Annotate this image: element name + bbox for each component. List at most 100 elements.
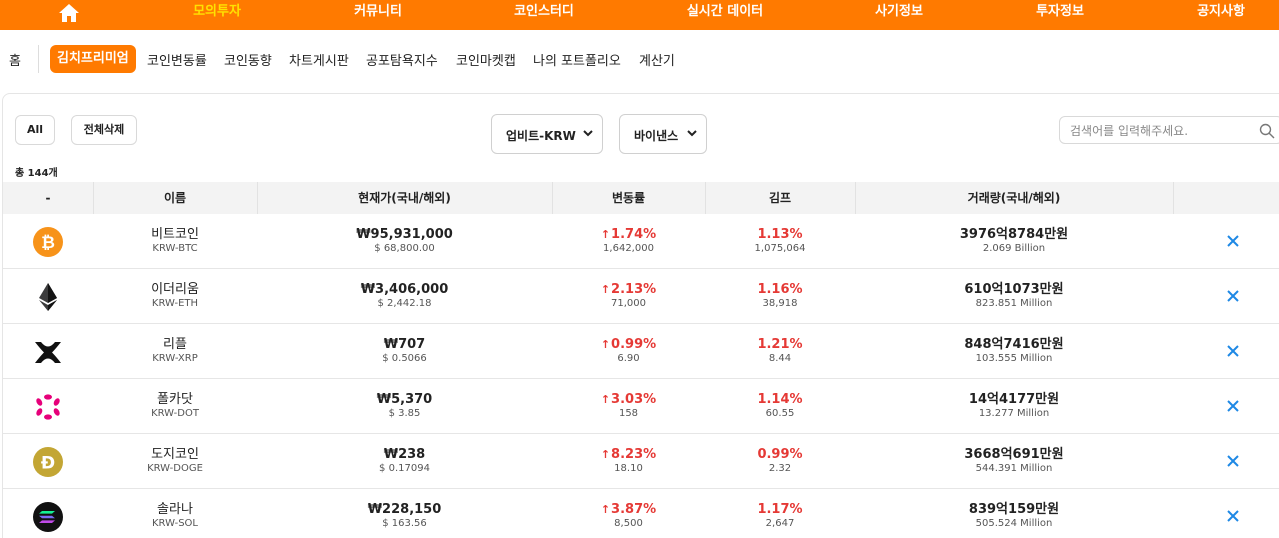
change-rate-value: 2.13% (611, 282, 657, 297)
table-header: - 이름 현재가(국내/해외) 변동률 김프 거래량(국내/해외) (3, 182, 1279, 214)
change-rate: ↑3.87% (552, 502, 705, 517)
kimp-rate: 0.99% (757, 447, 803, 462)
topnav-realtime-data[interactable]: 실시간 데이터 (686, 4, 764, 19)
change-rate: ↑8.23% (552, 447, 705, 462)
subnav-coin-change-rate[interactable]: 코인변동률 (147, 54, 207, 69)
subnav-coin-market-cap[interactable]: 코인마켓캡 (456, 54, 516, 69)
topnav-community[interactable]: 커뮤니티 (354, 4, 402, 19)
volume-usd: 823.851 Million (975, 298, 1053, 309)
change-rate: ↑0.99% (552, 337, 705, 352)
search-input[interactable] (1070, 122, 1250, 140)
arrow-up-icon: ↑ (600, 448, 611, 461)
coin-ticker: KRW-SOL (152, 518, 198, 529)
subnav-chart-board[interactable]: 차트게시판 (289, 54, 349, 69)
table-row[interactable]: 폴카닷 KRW-DOT ₩5,370 $ 3.85 ↑3.03% 158 1.14% 6… (3, 379, 1279, 434)
kimp-rate: 1.21% (757, 337, 803, 352)
arrow-up-icon: ↑ (600, 283, 611, 296)
foreign-exchange-select[interactable]: 바이낸스 (619, 114, 707, 154)
volume-usd: 103.555 Million (975, 353, 1053, 364)
kimp-rate: 1.13% (757, 227, 803, 242)
subnav-home[interactable]: 홈 (9, 54, 21, 69)
close-icon[interactable] (1225, 453, 1241, 469)
header-divider (93, 182, 94, 214)
price-krw: ₩228,150 (367, 502, 442, 517)
solana-icon (33, 502, 63, 532)
volume-krw: 3668억691만원 (964, 447, 1064, 462)
coin-ticker: KRW-ETH (151, 298, 199, 309)
subnav-coin-trends[interactable]: 코인동향 (224, 54, 272, 69)
chevron-down-icon (583, 130, 593, 137)
price-krw: ₩95,931,000 (356, 227, 453, 242)
coin-name[interactable]: 솔라나 (157, 502, 193, 517)
kimp-rate: 1.16% (757, 282, 803, 297)
close-icon[interactable] (1225, 508, 1241, 524)
ethereum-icon (39, 283, 57, 311)
svg-text:Ð: Ð (41, 454, 55, 474)
coin-name[interactable]: 리플 (163, 337, 187, 352)
coin-ticker: KRW-DOGE (147, 463, 203, 474)
subnav-my-portfolio[interactable]: 나의 포트폴리오 (533, 54, 621, 69)
delete-all-button[interactable]: 전체삭제 (71, 115, 137, 145)
header-price[interactable]: 현재가(국내/해외) (358, 191, 451, 205)
arrow-up-icon: ↑ (600, 338, 611, 351)
domestic-exchange-select[interactable]: 업비트-KRW (491, 114, 603, 154)
premium-table-card (2, 93, 1279, 538)
header-divider (1173, 182, 1174, 214)
coin-name[interactable]: 도지코인 (151, 447, 199, 462)
change-amount: 18.10 (614, 463, 643, 474)
change-rate: ↑2.13% (552, 282, 705, 297)
table-row[interactable]: 이더리움 KRW-ETH ₩3,406,000 $ 2,442.18 ↑2.13% 7… (3, 269, 1279, 324)
price-krw: ₩5,370 (376, 392, 433, 407)
header-divider (552, 182, 553, 214)
topnav-coin-study[interactable]: 코인스터디 (514, 4, 574, 19)
topnav-investment-info[interactable]: 투자정보 (1036, 4, 1084, 19)
close-icon[interactable] (1225, 288, 1241, 304)
subnav-calculator[interactable]: 계산기 (639, 54, 675, 69)
header-volume[interactable]: 거래량(국내/해외) (967, 191, 1061, 205)
table-row[interactable]: 솔라나 KRW-SOL ₩228,150 $ 163.56 ↑3.87% 8,500 … (3, 489, 1279, 538)
topnav-mock-investment[interactable]: 모의투자 (193, 4, 241, 19)
price-usd: $ 0.5066 (382, 353, 427, 364)
top-navigation-bar: 모의투자 커뮤니티 코인스터디 실시간 데이터 사기정보 투자정보 공지사항 (0, 0, 1279, 30)
subnav-divider (38, 45, 39, 73)
change-rate: ↑3.03% (552, 392, 705, 407)
price-usd: $ 2,442.18 (377, 298, 432, 309)
header-kimp[interactable]: 김프 (768, 191, 792, 205)
kimp-rate: 1.17% (757, 502, 803, 517)
xrp-icon (35, 342, 61, 363)
filter-all-button[interactable]: All (15, 115, 55, 145)
table-row[interactable]: ₿ 비트코인 KRW-BTC ₩95,931,000 $ 68,800.00 ↑1.… (3, 214, 1279, 269)
coin-name[interactable]: 비트코인 (151, 227, 199, 242)
polkadot-icon (36, 394, 60, 420)
total-count: 총 144개 (15, 168, 58, 179)
change-rate-value: 3.03% (611, 392, 657, 407)
search-icon[interactable] (1259, 123, 1275, 139)
header-divider (257, 182, 258, 214)
close-icon[interactable] (1225, 398, 1241, 414)
domestic-exchange-value: 업비트-KRW (506, 129, 576, 143)
volume-krw: 839억159만원 (968, 502, 1060, 517)
header-icon-col: - (45, 191, 51, 205)
price-usd: $ 3.85 (388, 408, 421, 419)
arrow-up-icon: ↑ (600, 503, 611, 516)
topnav-scam-info[interactable]: 사기정보 (875, 4, 923, 19)
header-name[interactable]: 이름 (163, 191, 187, 205)
change-rate-value: 1.74% (611, 227, 657, 242)
close-icon[interactable] (1225, 233, 1241, 249)
coin-name[interactable]: 이더리움 (151, 282, 199, 297)
home-icon[interactable] (58, 3, 80, 23)
volume-krw: 3976억8784만원 (959, 227, 1069, 242)
subnav-kimchi-premium[interactable]: 김치프리미엄 (50, 45, 136, 73)
topnav-notices[interactable]: 공지사항 (1197, 4, 1245, 19)
svg-text:₿: ₿ (41, 233, 55, 253)
header-change-rate[interactable]: 변동률 (611, 191, 646, 205)
table-row[interactable]: Ð 도지코인 KRW-DOGE ₩238 $ 0.17094 ↑8.23% 18.10… (3, 434, 1279, 489)
price-usd: $ 163.56 (382, 518, 427, 529)
kimp-rate: 1.14% (757, 392, 803, 407)
sub-navigation: 홈 김치프리미엄 코인변동률 코인동향 차트게시판 공포탐욕지수 코인마켓캡 나… (0, 42, 1279, 76)
coin-name[interactable]: 폴카닷 (157, 392, 193, 407)
subnav-fear-greed-index[interactable]: 공포탐욕지수 (366, 54, 438, 69)
table-row[interactable]: 리플 KRW-XRP ₩707 $ 0.5066 ↑0.99% 6.90 1.21% 8… (3, 324, 1279, 379)
close-icon[interactable] (1225, 343, 1241, 359)
chevron-down-icon (687, 130, 697, 137)
